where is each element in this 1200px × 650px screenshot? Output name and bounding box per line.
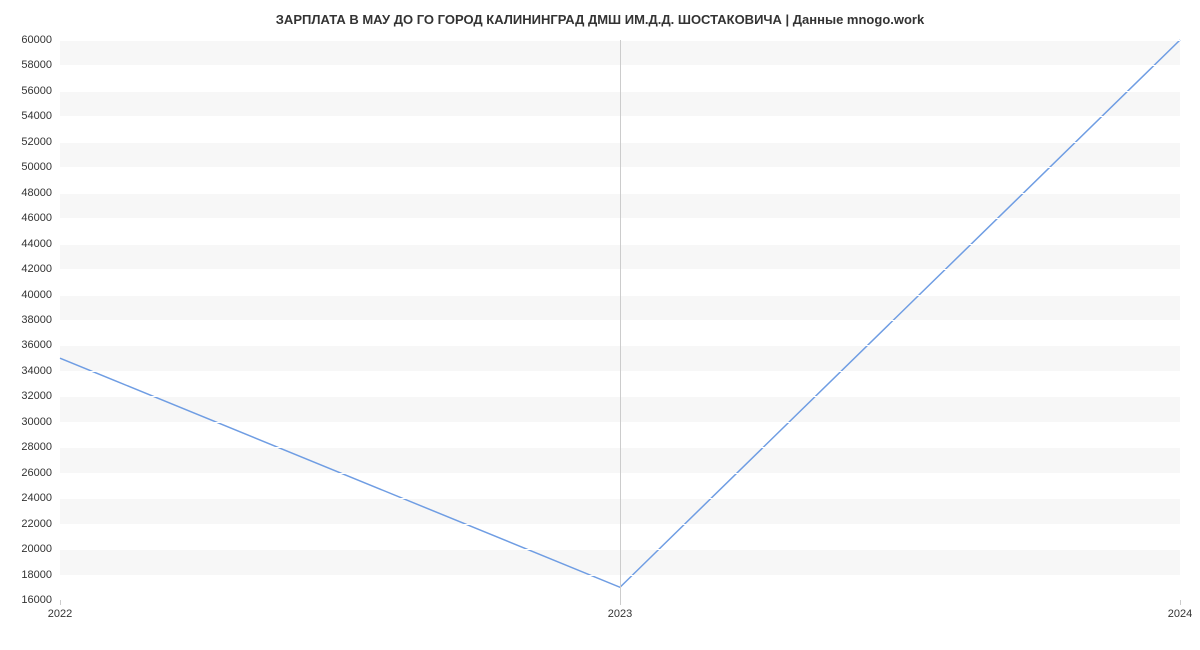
x-tick-mark	[1180, 600, 1181, 605]
y-tick-label: 36000	[21, 339, 60, 351]
chart-plot-area: 1600018000200002200024000260002800030000…	[60, 40, 1180, 600]
y-tick-label: 18000	[21, 569, 60, 581]
y-tick-label: 34000	[21, 365, 60, 377]
y-tick-label: 24000	[21, 492, 60, 504]
y-tick-label: 60000	[21, 34, 60, 46]
y-tick-label: 58000	[21, 59, 60, 71]
y-tick-label: 56000	[21, 85, 60, 97]
y-tick-label: 50000	[21, 161, 60, 173]
y-tick-label: 46000	[21, 212, 60, 224]
y-tick-label: 32000	[21, 390, 60, 402]
y-tick-label: 26000	[21, 467, 60, 479]
y-tick-label: 22000	[21, 518, 60, 530]
y-tick-label: 28000	[21, 441, 60, 453]
x-tick-mark	[60, 600, 61, 605]
y-tick-label: 52000	[21, 136, 60, 148]
chart-title: ЗАРПЛАТА В МАУ ДО ГО ГОРОД КАЛИНИНГРАД Д…	[0, 0, 1200, 27]
y-tick-label: 40000	[21, 289, 60, 301]
y-tick-label: 42000	[21, 263, 60, 275]
y-tick-label: 30000	[21, 416, 60, 428]
x-tick-mark	[620, 600, 621, 605]
y-tick-label: 54000	[21, 110, 60, 122]
y-tick-label: 38000	[21, 314, 60, 326]
y-tick-label: 20000	[21, 543, 60, 555]
x-grid-line	[620, 40, 621, 600]
y-tick-label: 44000	[21, 238, 60, 250]
y-tick-label: 48000	[21, 187, 60, 199]
